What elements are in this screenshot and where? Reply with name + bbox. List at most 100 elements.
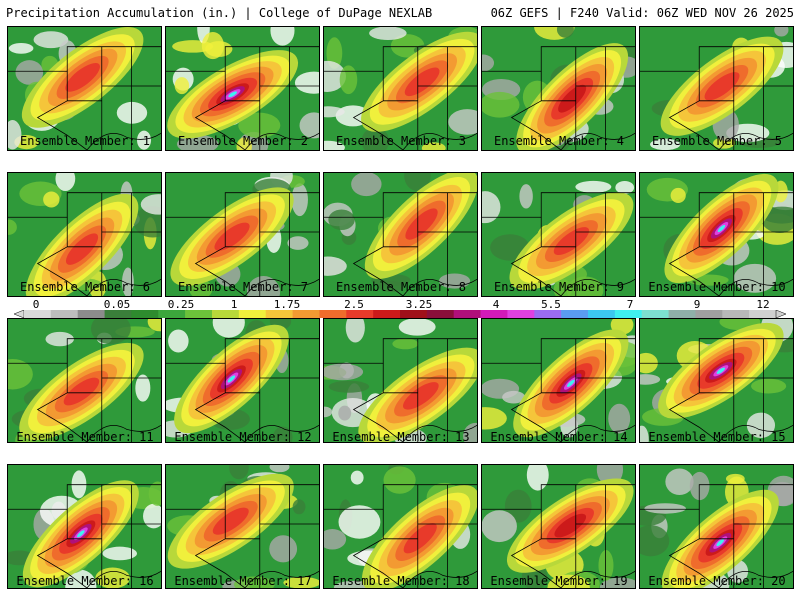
ensemble-member-caption: Ensemble Member: 7 [177,280,309,294]
ensemble-member-map [165,318,320,443]
ensemble-member-map [639,318,794,443]
ensemble-member-caption: Ensemble Member: 5 [651,134,783,148]
ensemble-member-map [323,26,478,151]
ensemble-member-caption: Ensemble Member: 17 [174,574,312,588]
color-scale-swatch [346,310,374,318]
ensemble-member-map [481,464,636,589]
ensemble-member-caption: Ensemble Member: 11 [16,430,154,444]
color-scale-swatch [695,310,723,318]
color-scale-swatch [104,310,132,318]
ensemble-member-map [7,318,162,443]
ensemble-member-map [323,464,478,589]
ensemble-member-caption: Ensemble Member: 4 [493,134,625,148]
color-scale-tick-label: 1 [230,298,238,311]
color-scale-tick-label: 7 [626,298,634,311]
ensemble-member-caption: Ensemble Member: 9 [493,280,625,294]
color-scale-swatch [265,310,293,318]
ensemble-member-map [165,26,320,151]
ensemble-member-map [639,26,794,151]
color-scale-swatch [561,310,589,318]
color-scale-swatch [588,310,616,318]
color-scale-swatch [238,310,267,318]
ensemble-member-caption: Ensemble Member: 18 [332,574,470,588]
run-valid-time: 06Z GEFS | F240 Valid: 06Z WED NOV 26 20… [490,6,794,20]
precip-field [640,468,793,588]
color-scale-swatch [722,310,750,318]
color-scale-swatch [77,310,105,318]
ensemble-member-caption: Ensemble Member: 6 [19,280,151,294]
color-scale-swatch [641,310,669,318]
ensemble-member-map [7,172,162,297]
color-scale-swatch [212,310,240,318]
ensemble-member-map [481,318,636,443]
ensemble-member-caption: Ensemble Member: 15 [648,430,786,444]
color-scale-legend: 0 0.05 0.25 1 1.75 2.5 3.25 4 5.5 7 9 12 [14,298,786,320]
color-scale-tick-label: 3.25 [405,298,433,311]
ensemble-member-map [481,26,636,151]
map-title: Precipitation Accumulation (in.) | Colle… [6,6,433,20]
precip-field [8,470,161,588]
precip-field [482,180,635,296]
precip-field [324,173,477,296]
precip-field [166,465,319,588]
precip-field [8,173,161,296]
ensemble-member-map [7,26,162,151]
color-scale-swatch [426,310,455,318]
ensemble-member-map [7,464,162,589]
color-scale-tick-label: 2.5 [344,298,364,311]
color-scale-swatch [400,310,428,318]
ensemble-member-caption: Ensemble Member: 2 [177,134,309,148]
ensemble-member-caption: Ensemble Member: 20 [648,574,786,588]
ensemble-member-map [481,172,636,297]
color-scale-swatch [614,310,643,318]
ensemble-member-caption: Ensemble Member: 12 [174,430,312,444]
color-scale-tick-label: 0.25 [167,298,195,311]
precip-field [482,319,635,442]
ensemble-member-map [323,318,478,443]
color-scale-tick-label: 9 [693,298,701,311]
color-scale-tick-label: 5.5 [541,298,561,311]
color-scale-swatch [507,310,535,318]
ensemble-member-caption: Ensemble Member: 19 [490,574,628,588]
color-scale-swatch [50,310,79,318]
ensemble-member-map [639,172,794,297]
precip-field [8,27,161,150]
color-scale-tick-label: 12 [756,298,770,311]
color-scale-tick-label: 0 [32,298,40,311]
color-scale-swatch [453,310,481,318]
ensemble-member-caption: Ensemble Member: 8 [335,280,467,294]
color-scale-swatch [749,310,777,318]
precip-field [166,27,319,150]
precip-field [482,27,635,150]
ensemble-member-map [165,464,320,589]
color-scale-bar [14,310,786,318]
precip-field [324,465,477,588]
precip-field [640,27,793,150]
ensemble-member-caption: Ensemble Member: 1 [19,134,151,148]
precip-field [640,173,793,296]
color-scale-swatch [24,310,52,318]
color-scale-swatch [131,310,159,318]
precip-field [166,319,319,442]
ensemble-member-caption: Ensemble Member: 13 [332,430,470,444]
ensemble-member-caption: Ensemble Member: 10 [648,280,786,294]
precip-field [640,319,793,442]
precip-field [8,319,161,442]
precip-field [324,27,477,150]
precip-field [482,465,635,588]
ensemble-member-map [323,172,478,297]
color-scale-swatch [185,310,213,318]
color-scale-tick-label: 1.75 [273,298,301,311]
color-scale-swatch [373,310,401,318]
color-scale-min-arrow [14,310,25,318]
color-scale-swatch [668,310,696,318]
color-scale-swatch [292,310,320,318]
precip-field [166,173,319,296]
ensemble-member-caption: Ensemble Member: 14 [490,430,628,444]
ensemble-member-caption: Ensemble Member: 16 [16,574,154,588]
ensemble-member-map [165,172,320,297]
color-scale-swatch [319,310,347,318]
color-scale-max-arrow [775,310,786,318]
ensemble-member-caption: Ensemble Member: 3 [335,134,467,148]
color-scale-swatch [480,310,508,318]
